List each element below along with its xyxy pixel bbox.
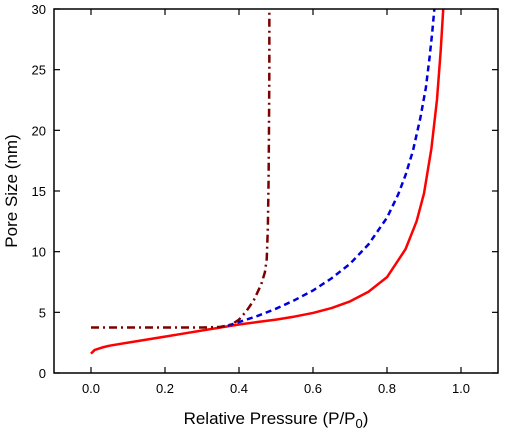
y-tick-label: 30 [32,2,46,17]
x-tick-label: 1.0 [452,381,470,396]
series-line-blue-dashed [227,8,436,327]
y-tick-label: 25 [32,63,46,78]
y-tick-label: 20 [32,123,46,138]
x-tick-label: 0.2 [156,381,174,396]
y-tick-label: 10 [32,245,46,260]
series-line-darkred-dashdot [91,12,271,329]
x-axis-ticks: 0.0 0.2 0.4 0.6 0.8 1.0 [82,9,470,396]
x-tick-label: 0.0 [82,381,100,396]
y-axis-ticks: 0 5 10 15 20 25 30 [32,2,498,381]
x-tick-label: 0.4 [230,381,248,396]
x-tick-label: 0.6 [304,381,322,396]
y-tick-label: 0 [39,366,46,381]
series-layer [90,8,445,355]
y-tick-label: 15 [32,184,46,199]
x-tick-label: 0.8 [378,381,396,396]
x-axis-label: Relative Pressure (P/P0) [184,409,369,431]
series-line-red-solid [90,8,445,355]
y-axis-label: Pore Size (nm) [2,134,21,247]
y-tick-label: 5 [39,305,46,320]
